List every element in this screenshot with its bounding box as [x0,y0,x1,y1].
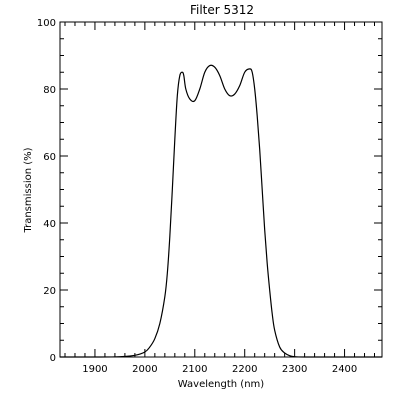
x-axis-tick-labels: 1900 2000 2100 2200 2300 2400 [82,364,357,375]
y-tick-label: 60 [43,152,56,163]
y-axis-label: Transmission (%) [23,147,34,233]
x-tick-label: 2400 [332,364,357,375]
y-tick-label: 20 [43,286,56,297]
y-tick-label: 40 [43,219,56,230]
plot-frame [59,21,383,358]
series-group [59,64,382,358]
series-line [59,64,382,358]
chart-title: Filter 5312 [190,3,254,17]
x-axis-label: Wavelength (nm) [178,379,264,390]
x-tick-label: 2300 [282,364,307,375]
y-tick-label: 100 [37,18,56,29]
y-tick-label: 0 [50,353,56,364]
y-axis-tick-labels: 0 20 40 60 80 100 [37,18,56,364]
y-tick-label: 80 [43,85,56,96]
x-tick-label: 2000 [132,364,157,375]
y-axis-ticks [60,21,382,358]
x-tick-label: 1900 [82,364,107,375]
x-tick-label: 2100 [182,364,207,375]
x-tick-label: 2200 [232,364,257,375]
x-axis-ticks [64,22,376,357]
